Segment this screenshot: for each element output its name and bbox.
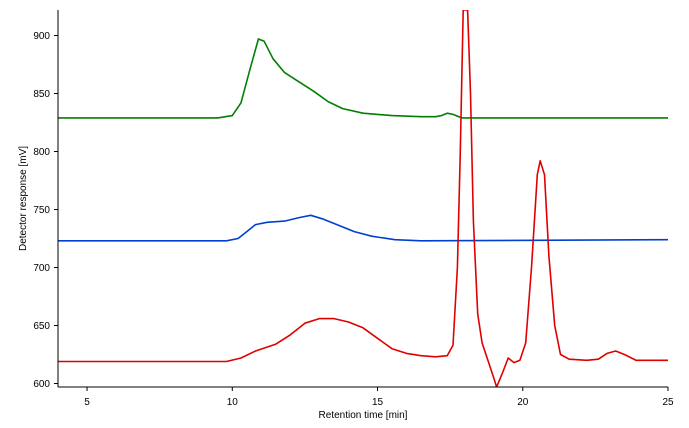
y-tick-label: 850 — [33, 89, 50, 100]
x-tick-label: 25 — [662, 397, 674, 408]
y-tick-label: 700 — [33, 263, 50, 274]
x-tick-label: 15 — [372, 397, 384, 408]
y-tick-label: 650 — [33, 321, 50, 332]
x-axis-title: Retention time [min] — [319, 410, 408, 421]
y-ticks: 600 650 700 750 800 850 900 — [33, 31, 58, 390]
x-ticks: 5 10 15 20 25 — [84, 387, 674, 408]
y-tick-label: 750 — [33, 205, 50, 216]
x-tick-label: 10 — [227, 397, 239, 408]
x-tick-label: 5 — [84, 397, 90, 408]
trace-1-line — [58, 38, 668, 119]
y-tick-label: 800 — [33, 147, 50, 158]
x-tick-label: 20 — [517, 397, 529, 408]
y-axis-title: Detector response [mV] — [18, 146, 29, 251]
series-layer — [58, 10, 668, 387]
trace-2-line — [58, 214, 668, 242]
y-tick-label: 900 — [33, 31, 50, 42]
y-tick-label: 600 — [33, 379, 50, 390]
trace-3-line — [58, 10, 668, 387]
